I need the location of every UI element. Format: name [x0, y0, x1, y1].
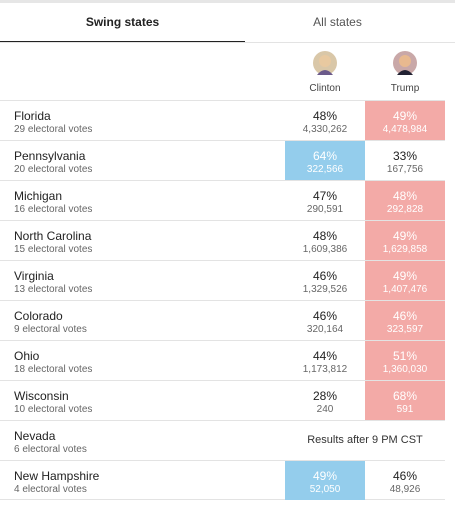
state-name: Michigan [14, 189, 63, 203]
trump-cell: 46% 323,597 [365, 301, 445, 340]
vote-count: 1,609,386 [302, 244, 348, 255]
results-note: Results after 9 PM CST [307, 434, 423, 446]
state-row: Michigan 16 electoral votes 47% 290,591 48% 2… [0, 180, 445, 220]
vote-percent: 49% [392, 269, 418, 283]
vote-percent: 46% [312, 269, 338, 283]
vote-count: 167,756 [386, 164, 424, 175]
trump-cell: 48% 292,828 [365, 181, 445, 220]
clinton-cell: 49% 52,050 [285, 461, 365, 500]
state-row: New Hampshire 4 electoral votes 49% 52,050 4… [0, 460, 445, 500]
state-name: Colorado [14, 309, 63, 323]
state-name: Nevada [14, 429, 56, 443]
vote-count: 292,828 [386, 204, 424, 215]
vote-count: 322,566 [306, 164, 344, 175]
electoral-votes: 10 electoral votes [14, 404, 93, 415]
electoral-votes: 16 electoral votes [14, 204, 93, 215]
candidate-name: Clinton [309, 83, 341, 94]
clinton-cell: 44% 1,173,812 [285, 341, 365, 380]
trump-cell: 49% 1,407,476 [365, 261, 445, 300]
vote-count: 240 [316, 404, 334, 415]
vote-percent: 46% [312, 309, 338, 323]
trump-cell: 49% 1,629,858 [365, 221, 445, 260]
clinton-cell: 46% 1,329,526 [285, 261, 365, 300]
vote-count: 48,926 [389, 484, 421, 495]
state-name: Ohio [14, 349, 40, 363]
vote-count: 52,050 [309, 484, 341, 495]
tab-all[interactable]: All states [313, 15, 362, 29]
vote-percent: 46% [392, 469, 418, 483]
vote-count: 1,629,858 [382, 244, 428, 255]
vote-percent: 47% [312, 189, 338, 203]
vote-count: 591 [396, 404, 414, 415]
vote-count: 1,407,476 [382, 284, 428, 295]
state-row: Virginia 13 electoral votes 46% 1,329,526 49… [0, 260, 445, 300]
vote-percent: 49% [392, 109, 418, 123]
state-row: Pennsylvania 20 electoral votes 64% 322,566… [0, 140, 445, 180]
vote-percent: 49% [312, 469, 338, 483]
electoral-votes: 13 electoral votes [14, 284, 93, 295]
state-row: Wisconsin 10 electoral votes 28% 240 68% 591 [0, 380, 445, 420]
electoral-votes: 9 electoral votes [14, 324, 87, 335]
tab-swing[interactable]: Swing states [0, 3, 245, 43]
candidate-name: Trump [390, 83, 420, 94]
vote-count: 1,173,812 [302, 364, 348, 375]
state-name: Pennsylvania [14, 149, 86, 163]
tab-divider [0, 42, 455, 43]
state-name: New Hampshire [14, 469, 100, 483]
vote-percent: 33% [392, 149, 418, 163]
electoral-votes: 4 electoral votes [14, 484, 87, 495]
vote-percent: 44% [312, 349, 338, 363]
state-row: Florida 29 electoral votes 48% 4,330,262 49%… [0, 100, 445, 140]
trump-cell: 51% 1,360,030 [365, 341, 445, 380]
trump-cell: 46% 48,926 [365, 461, 445, 500]
vote-percent: 48% [392, 189, 418, 203]
state-name: Virginia [14, 269, 54, 283]
vote-percent: 48% [312, 109, 338, 123]
vote-count: 1,360,030 [382, 364, 428, 375]
state-row: North Carolina 15 electoral votes 48% 1,609… [0, 220, 445, 260]
vote-percent: 68% [392, 389, 418, 403]
vote-percent: 28% [312, 389, 338, 403]
clinton-avatar [313, 51, 337, 75]
electoral-votes: 18 electoral votes [14, 364, 93, 375]
trump-avatar [393, 51, 417, 75]
electoral-votes: 20 electoral votes [14, 164, 93, 175]
vote-percent: 48% [312, 229, 338, 243]
clinton-cell: 28% 240 [285, 381, 365, 420]
vote-count: 320,164 [306, 324, 344, 335]
electoral-votes: 15 electoral votes [14, 244, 93, 255]
vote-count: 1,329,526 [302, 284, 348, 295]
vote-count: 290,591 [306, 204, 344, 215]
trump-cell: 49% 4,478,984 [365, 101, 445, 140]
state-name: Wisconsin [14, 389, 69, 403]
electoral-votes: 6 electoral votes [14, 444, 87, 455]
state-row: Nevada 6 electoral votes Results after 9 P… [0, 420, 445, 460]
state-row: Colorado 9 electoral votes 46% 320,164 46% 32… [0, 300, 445, 340]
vote-count: 323,597 [386, 324, 424, 335]
vote-count: 4,330,262 [302, 124, 348, 135]
clinton-cell: 46% 320,164 [285, 301, 365, 340]
electoral-votes: 29 electoral votes [14, 124, 93, 135]
vote-percent: 46% [392, 309, 418, 323]
vote-count: 4,478,984 [382, 124, 428, 135]
vote-percent: 51% [392, 349, 418, 363]
state-row: Ohio 18 electoral votes 44% 1,173,812 51% 1,3… [0, 340, 445, 380]
state-name: Florida [14, 109, 51, 123]
clinton-cell: 48% 4,330,262 [285, 101, 365, 140]
vote-percent: 49% [392, 229, 418, 243]
state-name: North Carolina [14, 229, 92, 243]
trump-cell: 33% 167,756 [365, 141, 445, 180]
clinton-cell: 48% 1,609,386 [285, 221, 365, 260]
clinton-cell: 64% 322,566 [285, 141, 365, 180]
clinton-cell: 47% 290,591 [285, 181, 365, 220]
trump-cell: 68% 591 [365, 381, 445, 420]
vote-percent: 64% [312, 149, 338, 163]
